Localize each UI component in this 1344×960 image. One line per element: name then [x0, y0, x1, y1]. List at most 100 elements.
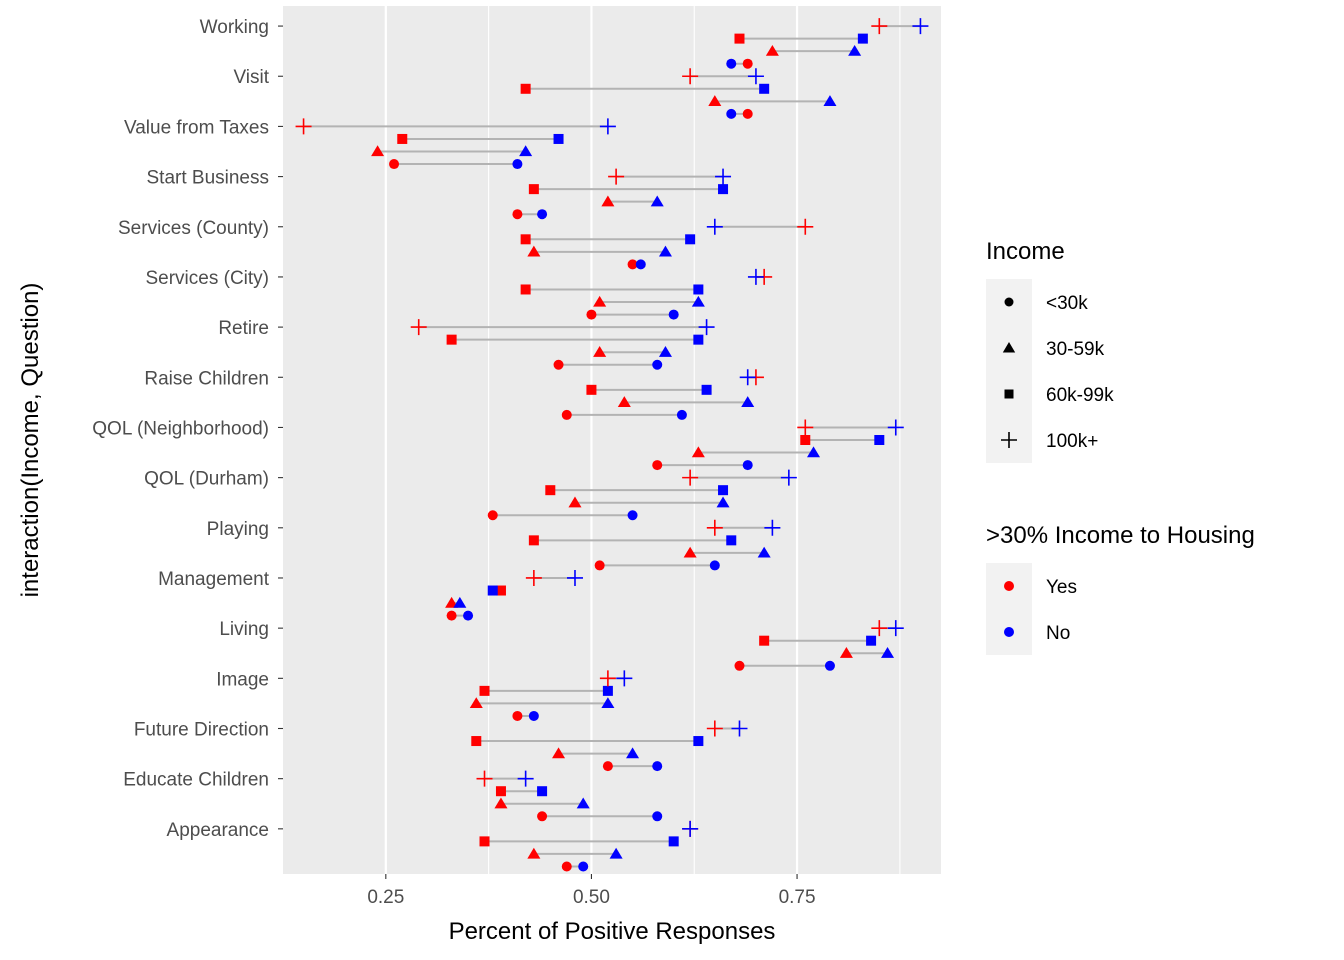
- point-no: [706, 218, 723, 235]
- point-yes: [594, 560, 605, 571]
- y-tick-label: Future Direction: [134, 719, 269, 740]
- point-yes: [553, 359, 564, 370]
- point-no: [874, 435, 885, 445]
- point-no: [759, 83, 770, 94]
- point-yes: [520, 284, 531, 295]
- y-tick-label: QOL (Durham): [144, 469, 269, 490]
- y-tick-label: Start Business: [147, 168, 270, 189]
- point-no: [512, 159, 523, 170]
- point-no: [650, 195, 664, 207]
- point-no: [682, 820, 699, 837]
- x-tick-label: 0.50: [573, 887, 610, 908]
- y-tick-label: Educate Children: [123, 770, 269, 791]
- point-yes: [561, 861, 572, 872]
- y-tick-label: Appearance: [167, 820, 269, 841]
- point-yes: [512, 710, 523, 721]
- x-tick-label: 0.75: [779, 887, 816, 908]
- point-yes: [765, 44, 779, 56]
- point-yes: [839, 647, 853, 658]
- point-no: [566, 569, 583, 586]
- point-no: [718, 184, 729, 195]
- point-no: [718, 485, 729, 496]
- point-no: [652, 761, 663, 772]
- legend-label-income: 60k-99k: [1046, 385, 1114, 406]
- point-yes: [593, 345, 607, 357]
- point-yes: [742, 58, 753, 69]
- y-tick-label: Retire: [218, 318, 269, 339]
- point-yes: [871, 620, 888, 637]
- point-no: [848, 44, 862, 56]
- point-no: [652, 811, 663, 822]
- dumbbell-segments: [303, 25, 921, 868]
- point-no: [715, 168, 732, 185]
- point-yes: [525, 569, 542, 586]
- point-yes: [520, 234, 531, 245]
- point-yes: [599, 670, 616, 687]
- point-no: [691, 295, 705, 307]
- point-yes: [469, 697, 483, 709]
- y-axis-title: interaction(Income, Question): [17, 283, 44, 598]
- point-yes: [528, 184, 539, 195]
- legend-color-dot: [1004, 581, 1014, 591]
- point-yes: [617, 396, 631, 408]
- y-tick-label: Management: [158, 569, 270, 590]
- point-no: [739, 369, 756, 386]
- y-tick-label: Living: [219, 619, 269, 640]
- point-yes: [446, 610, 457, 621]
- point-yes: [397, 133, 408, 144]
- point-no: [731, 720, 748, 737]
- point-yes: [495, 585, 506, 596]
- data-points: [295, 18, 929, 872]
- point-yes: [683, 546, 697, 558]
- point-yes: [487, 510, 498, 521]
- point-no: [693, 736, 704, 747]
- point-no: [912, 18, 929, 35]
- point-yes: [495, 786, 506, 797]
- point-yes: [528, 535, 539, 546]
- point-no: [609, 847, 623, 859]
- point-yes: [627, 259, 638, 270]
- point-no: [807, 446, 821, 458]
- point-yes: [682, 68, 699, 85]
- y-tick-label: Visit: [233, 67, 269, 88]
- y-tick-label: Value from Taxes: [124, 117, 269, 138]
- point-no: [747, 268, 764, 285]
- y-tick-label: Services (County): [118, 218, 269, 239]
- point-no: [658, 245, 672, 257]
- point-yes: [682, 469, 699, 486]
- point-yes: [706, 720, 723, 737]
- point-yes: [476, 770, 493, 787]
- y-tick-label: Playing: [207, 519, 269, 540]
- point-no: [726, 108, 737, 119]
- point-no: [698, 319, 715, 336]
- point-no: [627, 510, 638, 521]
- point-no: [742, 460, 753, 471]
- point-yes: [295, 118, 312, 135]
- point-no: [747, 68, 764, 85]
- point-no: [887, 620, 904, 637]
- point-yes: [601, 195, 615, 207]
- point-no: [716, 496, 730, 508]
- point-yes: [552, 747, 566, 759]
- legend-label-income: <30k: [1046, 293, 1088, 314]
- point-no: [602, 685, 613, 696]
- point-yes: [568, 496, 582, 508]
- legend-shape-square: [1004, 389, 1014, 399]
- point-no: [519, 145, 533, 157]
- y-tick-label: Services (City): [145, 268, 269, 289]
- point-yes: [586, 384, 597, 395]
- point-no: [599, 118, 616, 135]
- point-yes: [734, 660, 745, 671]
- point-no: [487, 585, 498, 596]
- x-axis-title: Percent of Positive Responses: [449, 918, 776, 945]
- point-yes: [389, 159, 400, 170]
- point-no: [780, 469, 797, 486]
- point-yes: [479, 685, 490, 696]
- point-no: [601, 697, 615, 709]
- point-yes: [512, 209, 523, 220]
- point-yes: [708, 95, 722, 106]
- point-no: [741, 396, 755, 408]
- y-tick-label: Raise Children: [144, 368, 269, 389]
- point-no: [726, 58, 737, 69]
